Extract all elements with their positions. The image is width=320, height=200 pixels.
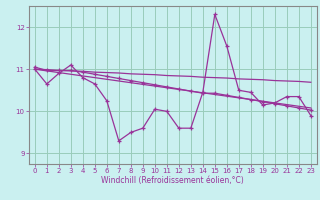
X-axis label: Windchill (Refroidissement éolien,°C): Windchill (Refroidissement éolien,°C): [101, 176, 244, 185]
